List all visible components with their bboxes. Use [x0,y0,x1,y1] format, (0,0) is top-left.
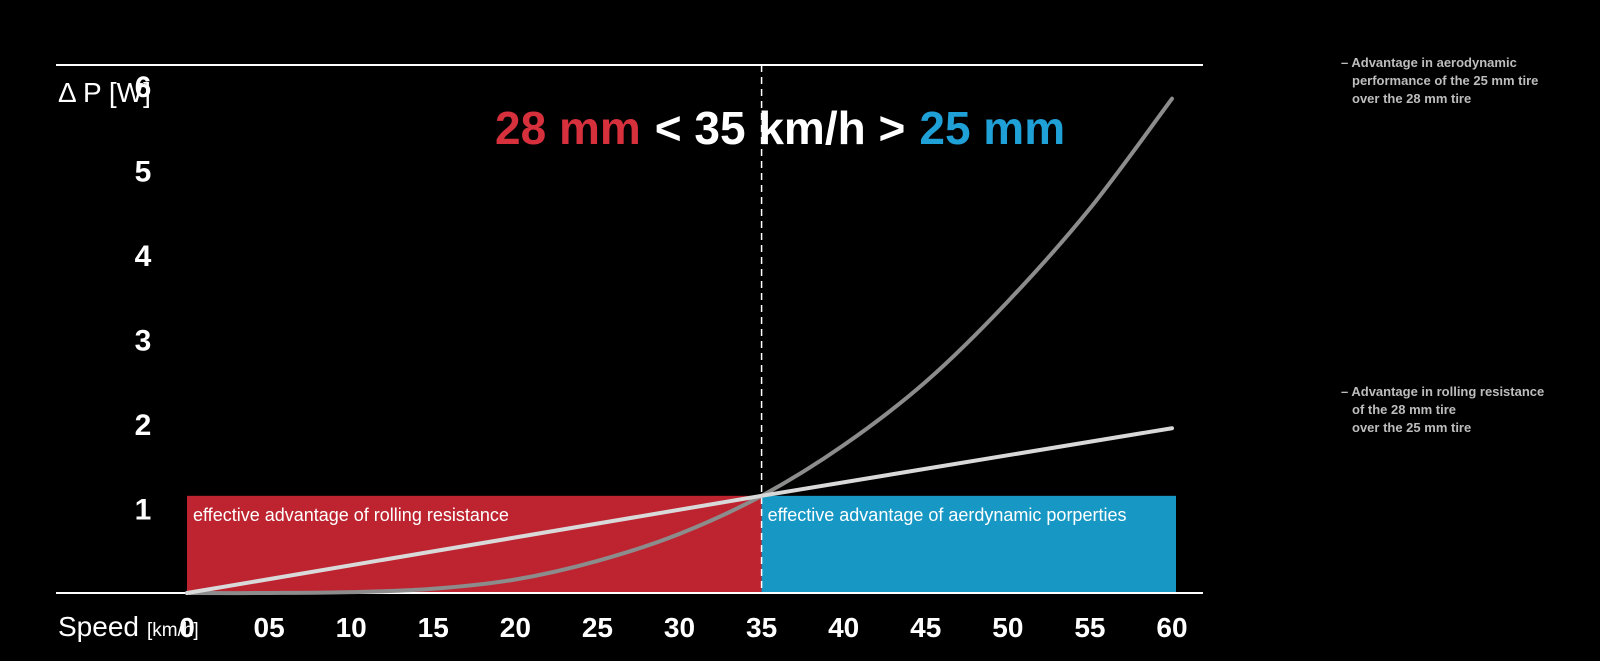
x-tick-label: 15 [418,612,449,643]
legend-rolling-line-2: of the 28 mm tire [1352,402,1457,417]
x-tick-label: 05 [254,612,285,643]
y-tick-label: 2 [135,409,152,442]
x-tick-label: 10 [336,612,367,643]
y-tick-label: 5 [135,156,152,189]
legend-rolling: – Advantage in rolling resistance of the… [1341,383,1581,437]
x-tick-label: 20 [500,612,531,643]
x-tick-label: 30 [664,612,695,643]
x-tick-label: 50 [992,612,1023,643]
y-tick-label: 6 [135,71,152,104]
x-tick-labels: 0 05 10 15 20 25 30 35 40 45 50 55 60 [179,612,1187,643]
x-tick-label: 55 [1074,612,1105,643]
x-tick-label: 25 [582,612,613,643]
legend-rolling-line-3: over the 25 mm tire [1352,420,1472,435]
x-axis-unit: [km/h] [147,620,199,641]
zone-label-1: effective advantage of aerdynamic porper… [768,505,1127,525]
y-tick-label: 3 [135,325,152,358]
zone-1 [761,495,1176,593]
series-lines [185,96,1174,596]
y-tick-label: 4 [135,240,152,273]
zone-labels: effective advantage of rolling resistanc… [193,505,1126,525]
legend-rolling-line-1: – Advantage in rolling resistance [1341,384,1545,399]
y-tick-labels: 1 2 3 4 5 6 [135,71,152,527]
legend-aero-line-3: over the 28 mm tire [1352,91,1472,106]
x-tick-label: 0 [179,612,195,643]
zone-label-0: effective advantage of rolling resistanc… [193,505,509,525]
legend-aero-line-1: – Advantage in aerodynamic [1341,55,1517,70]
x-axis-label-text: Speed [58,611,139,642]
y-tick-label: 1 [135,494,152,527]
headline: 28 mm < 35 km/h >25 mm [495,102,1065,154]
x-tick-label: 45 [910,612,941,643]
series-line-1 [185,426,1174,595]
legend-aero-line-2: performance of the 25 mm tire [1352,73,1539,88]
x-axis-label: Speed [km/h] [58,611,199,642]
x-tick-label: 35 [746,612,777,643]
x-tick-label: 60 [1156,612,1187,643]
x-tick-label: 40 [828,612,859,643]
headline-left: 28 mm [495,102,641,154]
series-line-0 [185,96,1174,596]
headline-middle: < 35 km/h > [655,102,906,154]
headline-right: 25 mm [919,102,1065,154]
legend-aero: – Advantage in aerodynamic performance o… [1341,54,1581,108]
y-axis-label: Δ P [W] [58,77,151,108]
